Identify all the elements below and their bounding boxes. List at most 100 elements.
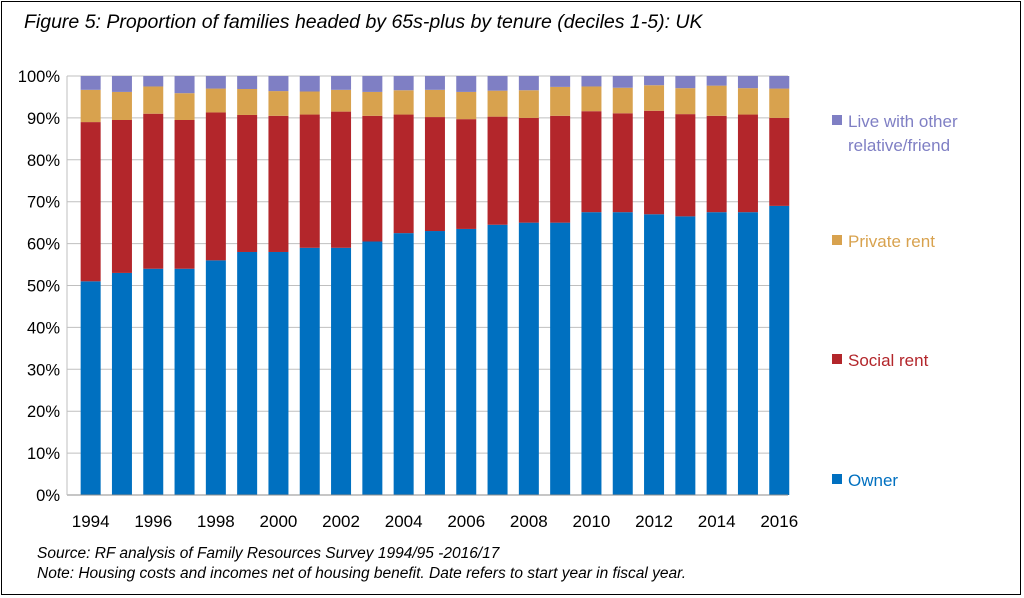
legend-label: Live with other: [848, 112, 958, 131]
bar-segment: [737, 76, 758, 89]
chart-notes: Source: RF analysis of Family Resources …: [37, 544, 686, 584]
bar-segment: [362, 91, 383, 116]
bar-segment: [550, 115, 571, 223]
bar-segment: [268, 76, 289, 92]
y-tick-label: 10%: [27, 445, 60, 463]
y-tick-label: 40%: [27, 319, 60, 337]
bar-segment: [143, 86, 164, 114]
bar-segment: [487, 76, 508, 91]
bar-segment: [362, 76, 383, 92]
bar-segment: [518, 90, 539, 118]
bar-segment: [675, 76, 696, 89]
x-tick-label: 2012: [635, 512, 673, 531]
bar-segment: [737, 212, 758, 496]
bar-segment: [331, 89, 352, 112]
bar-segment: [487, 224, 508, 495]
bar-segment: [237, 76, 258, 89]
bar-segment: [174, 119, 195, 269]
bar-segment: [675, 114, 696, 217]
bar-segment: [80, 76, 101, 90]
bar-segment: [612, 212, 633, 496]
bar-segment: [424, 76, 445, 90]
bar-segment: [268, 115, 289, 252]
bar-segment: [518, 117, 539, 223]
bar-segment: [299, 91, 320, 115]
bar-segment: [174, 268, 195, 495]
y-tick-label: 100%: [18, 68, 61, 86]
x-tick-label: 2002: [322, 512, 360, 531]
bar-segment: [80, 89, 101, 123]
bar-segment: [612, 76, 633, 88]
bar-segment: [675, 216, 696, 496]
legend: Live with other relative/friend Private re…: [832, 112, 958, 490]
legend-label: Owner: [848, 471, 898, 490]
x-tick-label: 1996: [134, 512, 172, 531]
chart-title: Figure 5: Proportion of families headed …: [24, 11, 703, 33]
bar-segment: [581, 86, 602, 112]
bar-segment: [393, 114, 414, 234]
bar-segment: [675, 88, 696, 115]
bar-segment: [205, 88, 226, 113]
y-tick-label: 30%: [27, 361, 60, 379]
bar-segment: [237, 114, 258, 252]
legend-swatch: [832, 115, 842, 125]
bar-segment: [80, 122, 101, 282]
bar-segment: [111, 91, 132, 120]
bar-segment: [581, 212, 602, 496]
bar-segment: [737, 88, 758, 115]
bar-segment: [550, 222, 571, 495]
bar-segment: [237, 251, 258, 495]
x-tick-label: 2010: [573, 512, 611, 531]
bars-group: [80, 76, 790, 496]
source-note: Source: RF analysis of Family Resources …: [37, 545, 500, 562]
x-tick-label: 2004: [385, 512, 423, 531]
legend-label: Social rent: [848, 351, 929, 370]
bar-segment: [487, 90, 508, 117]
bar-segment: [769, 88, 790, 118]
bar-segment: [143, 76, 164, 87]
bar-segment: [706, 212, 727, 496]
bar-segment: [550, 76, 571, 87]
x-axis-ticks: 1994 1996 1998 2000 2002 2004 2006 2008 2010 2012…: [72, 512, 798, 531]
bar-segment: [331, 247, 352, 495]
bar-segment: [424, 231, 445, 495]
bar-segment: [644, 214, 665, 495]
x-tick-label: 2016: [760, 512, 798, 531]
bar-segment: [612, 87, 633, 114]
bar-segment: [518, 222, 539, 495]
bar-segment: [268, 91, 289, 116]
bar-segment: [706, 85, 727, 116]
bar-segment: [268, 251, 289, 495]
bar-segment: [331, 111, 352, 248]
footnote: Note: Housing costs and incomes net of h…: [37, 565, 687, 582]
bar-segment: [205, 112, 226, 261]
bar-segment: [550, 86, 571, 116]
x-tick-label: 1994: [72, 512, 110, 531]
bar-segment: [581, 76, 602, 87]
y-tick-label: 50%: [27, 278, 60, 296]
bar-segment: [769, 205, 790, 495]
bar-segment: [205, 76, 226, 89]
x-tick-label: 2008: [510, 512, 548, 531]
x-tick-label: 2000: [260, 512, 298, 531]
bar-segment: [111, 119, 132, 273]
bar-segment: [424, 117, 445, 232]
bar-segment: [111, 272, 132, 495]
bar-segment: [706, 115, 727, 213]
legend-label-line2: relative/friend: [848, 136, 950, 155]
y-tick-label: 70%: [27, 194, 60, 212]
bar-segment: [393, 76, 414, 91]
bar-segment: [706, 76, 727, 86]
bar-segment: [143, 113, 164, 269]
bar-segment: [299, 76, 320, 92]
y-tick-label: 90%: [27, 110, 60, 128]
bar-segment: [393, 233, 414, 495]
y-tick-label: 0%: [36, 487, 60, 505]
bar-segment: [581, 111, 602, 213]
bar-segment: [299, 247, 320, 495]
legend-swatch: [832, 235, 842, 245]
bar-segment: [331, 76, 352, 90]
legend-swatch: [832, 474, 842, 484]
y-tick-label: 60%: [27, 236, 60, 254]
